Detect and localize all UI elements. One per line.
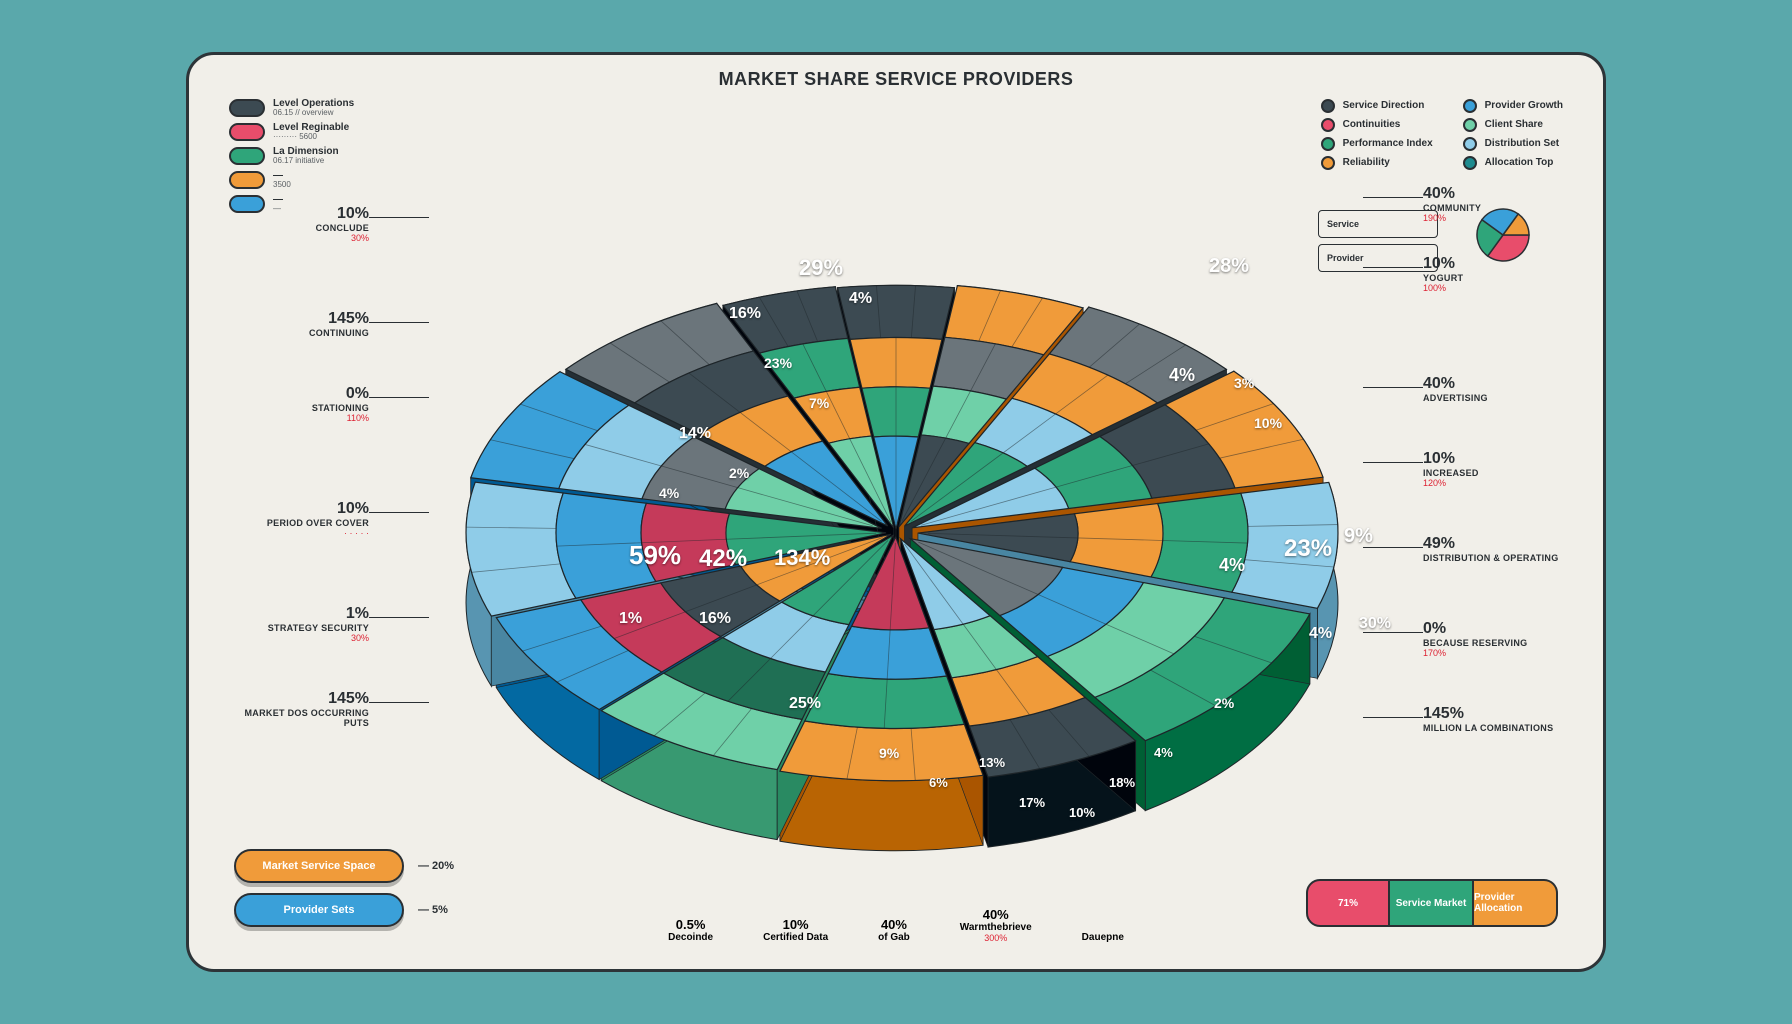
bottom-label: 10%Certified Data [763,917,828,943]
chart-title: MARKET SHARE SERVICE PROVIDERS [719,69,1074,90]
pill-button[interactable]: Provider Sets [234,893,404,927]
legend-item: Distribution Set [1463,137,1563,151]
legend-item: Performance Index [1321,137,1433,151]
legend-top-right: Service Direction Continuities Performance… [1321,99,1563,170]
callout: 10%Period Over Cover· · · · · [219,500,369,538]
callout: 0%Stationing110% [219,385,369,423]
legend-item: Service Direction [1321,99,1433,113]
bottom-label: 40%Warmthebrieve300% [960,907,1032,943]
legend-item: Allocation Top [1463,156,1563,170]
callout: 40%Community190% [1423,185,1573,223]
legend-top-left: Level Operations06.15 // overview Level … [229,99,354,213]
callout: 10%Conclude30% [219,205,369,243]
legend-item: Provider Growth [1463,99,1563,113]
main-3d-pie-chart [396,162,1396,922]
bottom-right-segments: 71%Service MarketProvider Allocation [1306,879,1558,927]
callout: 1%Strategy Security30% [219,605,369,643]
legend-item: La Dimension06.17 initiative [229,147,354,165]
callout: 49%Distribution & Operating [1423,535,1573,563]
bottom-center-labels: 0.5%Decoinde 10%Certified Data 40%of Gab 40… [668,907,1124,943]
legend-item: —3500 [229,171,354,189]
legend-item: Level Operations06.15 // overview [229,99,354,117]
callout: 0%Because Reserving170% [1423,620,1573,658]
legend-item: Level Reginable········· 5600 [229,123,354,141]
callout: 40%Advertising [1423,375,1573,403]
callout: 145%Market Dos Occurring Puts [219,690,369,728]
bottom-label: 40%of Gab [878,917,910,943]
segment-button[interactable]: Provider Allocation [1474,879,1558,927]
callout: 145%Million La Combinations [1423,705,1573,733]
bottom-left-buttons: Market Service Space— 20%Provider Sets— … [234,849,454,927]
legend-item: Continuities [1321,118,1433,132]
pill-button[interactable]: Market Service Space [234,849,404,883]
segment-button[interactable]: Service Market [1390,879,1474,927]
callout: 10%Yogurt100% [1423,255,1573,293]
bottom-label: 0.5%Decoinde [668,917,713,943]
callout: 10%Increased120% [1423,450,1573,488]
legend-item: Client Share [1463,118,1563,132]
bottom-label: Dauepne [1082,932,1124,943]
segment-button[interactable]: 71% [1306,879,1390,927]
callout: 145%Continuing [219,310,369,338]
infographic-card: MARKET SHARE SERVICE PROVIDERS Level Ope… [186,52,1606,972]
